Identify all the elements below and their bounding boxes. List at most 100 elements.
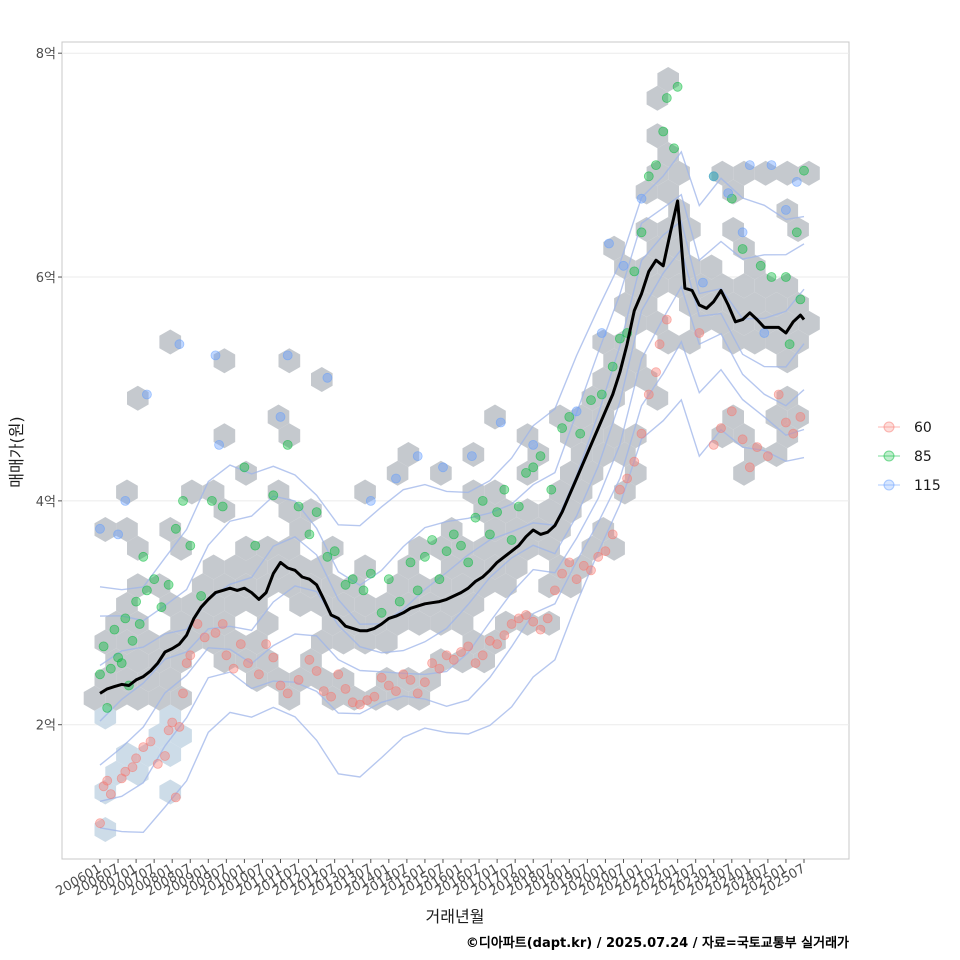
hexbin-cell [430,573,452,599]
density-contour [99,193,805,622]
point-115 [466,451,477,462]
hexbin-cell [397,442,420,467]
hexbin-cell [116,517,138,542]
hexbin-cell [159,704,182,730]
hexbin-cell [127,648,149,674]
point-85 [513,501,524,512]
point-115 [636,193,647,204]
hexbin-cell [733,235,755,261]
hexbin-cell [321,685,344,711]
hexbin-cell [365,685,387,711]
hexbin-cell [94,817,117,842]
point-85 [799,165,809,176]
point-85 [127,635,138,646]
hexbin-cell [700,254,723,280]
point-60 [178,688,188,699]
hexbin-cell [711,273,734,299]
point-85 [766,272,777,282]
legend-item-85: 85 [878,449,932,465]
x-axis: 2006012006072007012007072008012008072009… [54,859,808,899]
hexbin-cell [765,292,788,317]
point-85 [506,535,517,545]
hexbin-cell [744,329,766,355]
hexbin-cell [289,554,311,580]
hexbin-cell [473,498,495,524]
point-60 [578,560,589,571]
hexbin-cell [614,292,636,317]
legend-label-60: 60 [914,420,932,436]
point-85 [98,641,109,652]
point-60 [550,585,560,596]
hexbin-cell [170,648,192,674]
point-85 [737,244,748,254]
hexbin-cell [246,629,268,655]
point-60 [318,686,329,696]
hexbin-cell [408,610,431,636]
point-85 [557,423,567,434]
hexbin-cell [711,310,734,336]
point-85 [365,568,376,579]
point-85 [615,333,625,344]
point-85 [217,501,228,512]
hexbin-cell [213,348,236,374]
hexbin-cell [592,442,615,467]
point-60 [661,314,672,325]
point-85 [268,490,279,501]
hexbin-cell [570,479,593,505]
point-60 [160,751,170,761]
hexbin-cell [722,404,744,430]
point-85 [636,227,647,238]
hexbin-cell [354,554,376,580]
hexbin-cell [527,442,550,467]
point-85 [463,557,474,568]
point-60 [654,339,665,350]
point-115 [120,495,131,506]
point-60 [535,624,546,635]
point-60 [484,635,495,646]
hexbin-cell [451,573,474,599]
hexbin-cell [722,179,744,205]
point-85 [669,143,679,154]
point-60 [217,619,228,629]
point-85 [340,579,351,590]
point-60 [427,658,438,668]
hexbin-cell [354,629,376,655]
point-115 [113,529,123,540]
hexbin-cell [267,667,290,692]
y-axis: 2억 4억 6억 8억 [36,47,62,734]
point-115 [737,227,748,238]
hexbin-cell [614,442,636,467]
point-60 [456,647,466,657]
point-115 [723,188,734,199]
point-60 [781,417,791,428]
hexbin-cell [246,667,268,692]
hexbin-cell [430,535,452,561]
point-60 [492,639,503,649]
point-115 [528,439,539,450]
point-85 [282,439,293,450]
hexbin-cell [505,554,528,580]
hexbin-cell [159,667,182,692]
density-contour [99,150,805,591]
point-60 [268,652,279,663]
point-85 [795,294,806,305]
point-60 [636,428,647,439]
hexbin-cell [754,273,777,299]
hexbin-cell [744,254,766,280]
point-60 [600,546,611,557]
point-115 [214,439,225,450]
hexbin-cell [278,348,301,374]
hexbin-cell [159,779,182,805]
legend-item-60: 60 [878,420,932,436]
density-contour [99,284,805,766]
hexbin-cell [765,442,788,467]
point-115 [322,372,333,383]
point-85 [405,557,416,568]
point-60 [448,654,459,665]
point-60 [521,610,531,620]
point-85 [250,540,261,551]
point-60 [275,680,286,691]
hexbin-cell [321,573,344,599]
point-85 [470,512,481,523]
